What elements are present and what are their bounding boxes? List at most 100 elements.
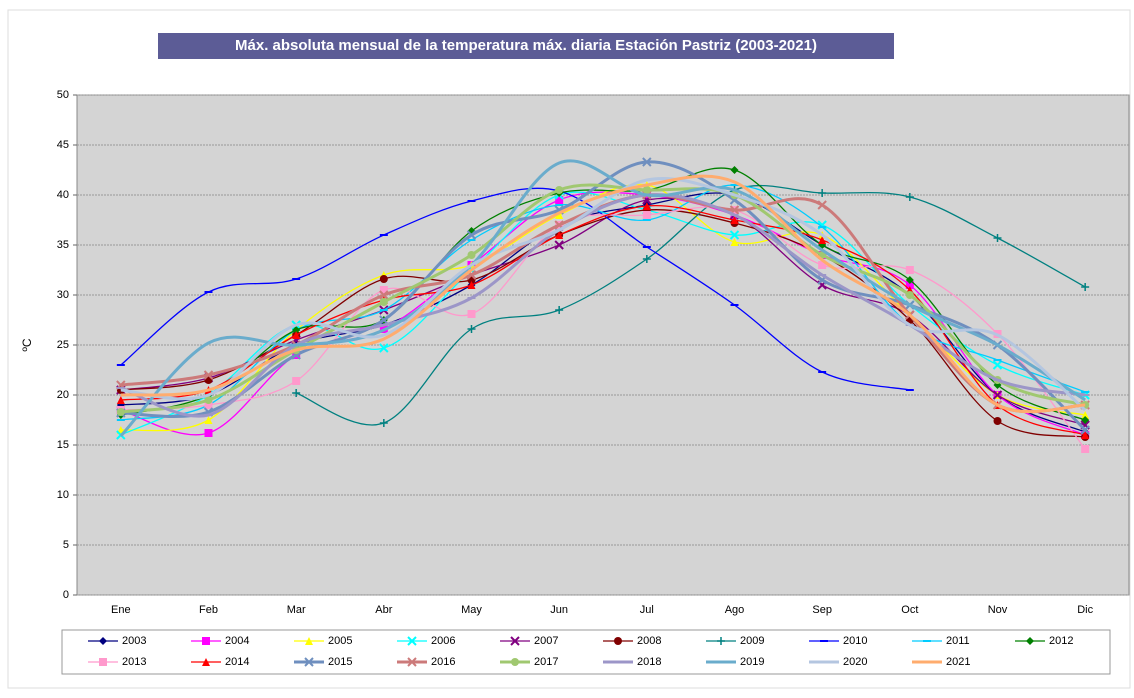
marker bbox=[305, 637, 313, 645]
marker bbox=[511, 658, 519, 666]
marker bbox=[99, 658, 107, 666]
marker bbox=[555, 196, 564, 204]
legend-label: 2015 bbox=[328, 656, 352, 668]
legend-label: 2018 bbox=[637, 656, 661, 668]
marker bbox=[407, 636, 417, 646]
legend-label: 2004 bbox=[225, 635, 249, 647]
x-tick-label: Mar bbox=[287, 604, 306, 616]
marker bbox=[202, 637, 210, 645]
marker bbox=[467, 325, 476, 333]
marker bbox=[304, 657, 314, 667]
marker bbox=[379, 290, 389, 300]
legend-label: 2005 bbox=[328, 635, 352, 647]
legend-label: 2007 bbox=[534, 635, 558, 647]
marker bbox=[905, 281, 914, 289]
marker bbox=[818, 261, 827, 269]
legend-label: 2017 bbox=[534, 656, 558, 668]
marker bbox=[203, 370, 214, 380]
marker bbox=[1026, 637, 1034, 645]
marker bbox=[992, 360, 1003, 370]
y-tick-label: 45 bbox=[57, 139, 69, 151]
marker bbox=[818, 236, 827, 244]
marker bbox=[202, 658, 210, 666]
marker bbox=[467, 281, 476, 289]
marker bbox=[407, 657, 417, 667]
marker bbox=[555, 306, 564, 314]
legend-label: 2021 bbox=[946, 656, 970, 668]
y-tick-label: 5 bbox=[63, 539, 69, 551]
series-line bbox=[120, 193, 1086, 418]
marker bbox=[730, 216, 739, 224]
marker bbox=[379, 286, 388, 294]
legend-label: 2014 bbox=[225, 656, 249, 668]
y-tick-label: 15 bbox=[57, 439, 69, 451]
marker bbox=[729, 230, 740, 240]
marker bbox=[379, 315, 389, 325]
marker bbox=[99, 637, 107, 645]
marker bbox=[905, 276, 914, 284]
x-tick-label: Dic bbox=[1077, 604, 1093, 616]
marker bbox=[555, 211, 564, 219]
series-line bbox=[120, 183, 1086, 414]
y-axis-label: ºC bbox=[20, 338, 34, 351]
marker bbox=[292, 389, 301, 397]
marker bbox=[1081, 411, 1090, 419]
marker bbox=[116, 408, 125, 416]
marker bbox=[993, 234, 1002, 242]
marker bbox=[1081, 283, 1090, 291]
y-tick-label: 25 bbox=[57, 339, 69, 351]
marker bbox=[1081, 445, 1090, 453]
marker bbox=[993, 417, 1002, 425]
marker bbox=[467, 251, 476, 259]
y-tick-label: 40 bbox=[57, 189, 69, 201]
marker bbox=[204, 416, 213, 424]
legend-label: 2009 bbox=[740, 635, 764, 647]
y-tick-label: 30 bbox=[57, 289, 69, 301]
marker bbox=[905, 291, 914, 299]
marker bbox=[292, 377, 301, 385]
series-line bbox=[119, 159, 1086, 438]
marker bbox=[116, 396, 125, 404]
marker bbox=[379, 343, 389, 353]
marker bbox=[730, 166, 739, 174]
series-line bbox=[120, 167, 1086, 421]
legend-box bbox=[61, 629, 1111, 675]
x-tick-label: Sep bbox=[812, 604, 832, 616]
x-tick-label: Ago bbox=[725, 604, 745, 616]
x-tick-label: Jun bbox=[550, 604, 568, 616]
marker bbox=[817, 200, 827, 210]
marker bbox=[818, 189, 827, 197]
marker bbox=[204, 396, 213, 404]
marker bbox=[1081, 416, 1090, 424]
marker bbox=[555, 186, 564, 194]
legend-label: 2019 bbox=[740, 656, 764, 668]
marker bbox=[730, 238, 739, 246]
marker bbox=[467, 310, 476, 318]
marker bbox=[717, 637, 725, 645]
marker bbox=[379, 275, 388, 283]
marker bbox=[642, 157, 652, 167]
marker bbox=[642, 186, 651, 194]
series-line bbox=[295, 184, 1086, 426]
series-line bbox=[120, 191, 1086, 436]
marker bbox=[614, 637, 622, 645]
marker bbox=[905, 266, 914, 274]
y-tick-label: 10 bbox=[57, 489, 69, 501]
marker bbox=[1080, 425, 1090, 435]
series-line bbox=[120, 187, 910, 391]
legend-label: 2011 bbox=[946, 635, 970, 647]
title-box bbox=[158, 33, 894, 59]
x-tick-label: Feb bbox=[199, 604, 218, 616]
y-tick-label: 20 bbox=[57, 389, 69, 401]
marker bbox=[642, 211, 651, 219]
marker bbox=[204, 429, 213, 437]
legend-label: 2016 bbox=[431, 656, 455, 668]
chart-title: Máx. absoluta mensual de la temperatura … bbox=[235, 37, 817, 54]
y-tick-label: 50 bbox=[57, 89, 69, 101]
legend-label: 2020 bbox=[843, 656, 867, 668]
x-tick-label: May bbox=[461, 604, 482, 616]
legend-label: 2012 bbox=[1049, 635, 1073, 647]
marker bbox=[555, 231, 564, 239]
marker bbox=[292, 326, 301, 334]
